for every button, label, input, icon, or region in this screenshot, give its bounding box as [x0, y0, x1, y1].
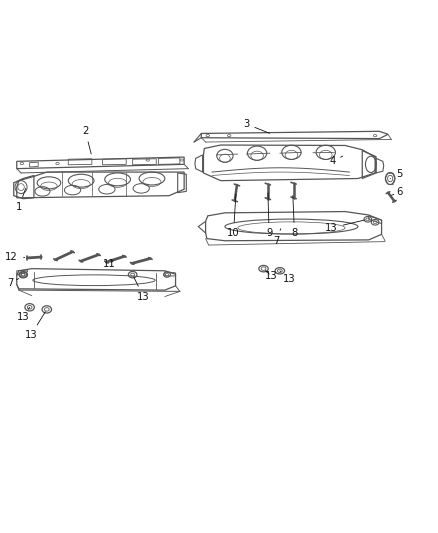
Text: 13: 13 [265, 271, 278, 281]
Text: 3: 3 [243, 119, 269, 133]
Text: 1: 1 [16, 189, 26, 212]
Text: 13: 13 [25, 312, 46, 340]
Text: 13: 13 [17, 307, 30, 322]
Text: 4: 4 [329, 156, 343, 166]
Text: 10: 10 [227, 194, 240, 238]
Text: 13: 13 [325, 220, 365, 233]
Text: 13: 13 [134, 277, 150, 302]
Text: 2: 2 [82, 126, 91, 154]
Text: 8: 8 [291, 196, 297, 238]
Text: 12: 12 [5, 252, 25, 262]
Text: 5: 5 [390, 169, 402, 179]
Text: 9: 9 [266, 193, 272, 238]
Text: 6: 6 [392, 187, 403, 197]
Text: 13: 13 [280, 271, 296, 285]
Text: 11: 11 [102, 260, 115, 269]
Text: 7: 7 [7, 278, 19, 288]
Text: 7: 7 [273, 229, 281, 246]
